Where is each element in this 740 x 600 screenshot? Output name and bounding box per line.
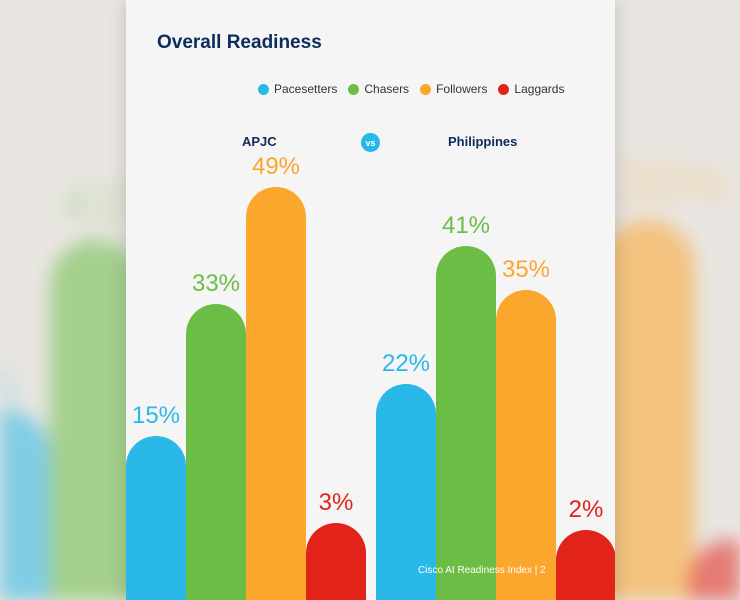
data-label-pacesetters-philippines: 22% <box>381 350 431 378</box>
data-label-laggards-apjc: 3% <box>318 489 354 517</box>
bar-pacesetters-philippines <box>376 384 436 600</box>
legend-item-pacesetters: Pacesetters <box>258 82 337 96</box>
report-card: Overall Readiness Pacesetters Chasers Fo… <box>126 0 615 600</box>
data-label-chasers-apjc: 33% <box>191 270 241 298</box>
bar-pacesetters-apjc <box>126 435 186 600</box>
data-label-pacesetters-apjc: 15% <box>131 401 181 429</box>
chasers-dot-icon <box>348 83 360 95</box>
bar-laggards-philippines <box>556 530 615 600</box>
legend-label: Followers <box>436 82 488 96</box>
legend-label: Laggards <box>514 82 565 96</box>
footer-text: Cisco AI Readiness Index | 2 <box>418 565 546 576</box>
data-label-followers-philippines: 35% <box>501 255 551 283</box>
laggards-dot-icon <box>498 83 510 95</box>
legend-item-chasers: Chasers <box>348 82 409 96</box>
legend: Pacesetters Chasers Followers Laggards <box>258 82 564 96</box>
group-label-philippines: Philippines <box>448 134 518 149</box>
legend-label: Chasers <box>364 82 410 96</box>
data-label-laggards-philippines: 2% <box>568 496 604 524</box>
bar-followers-philippines <box>496 289 556 600</box>
legend-item-followers: Followers <box>420 82 487 96</box>
followers-dot-icon <box>420 83 432 95</box>
bar-chasers-philippines <box>436 245 496 600</box>
data-label-followers-apjc: 49% <box>251 153 301 181</box>
data-label-chasers-philippines: 41% <box>441 211 491 239</box>
group-label-apjc: APJC <box>242 134 277 149</box>
pacesetters-dot-icon <box>258 83 269 95</box>
vs-badge: vs <box>361 133 380 152</box>
bar-chasers-apjc <box>186 304 246 600</box>
chart-title: Overall Readiness <box>157 32 322 53</box>
bar-followers-apjc <box>246 187 306 600</box>
bar-laggards-apjc <box>306 523 366 600</box>
legend-label: Pacesetters <box>274 82 338 96</box>
legend-item-laggards: Laggards <box>498 82 564 96</box>
